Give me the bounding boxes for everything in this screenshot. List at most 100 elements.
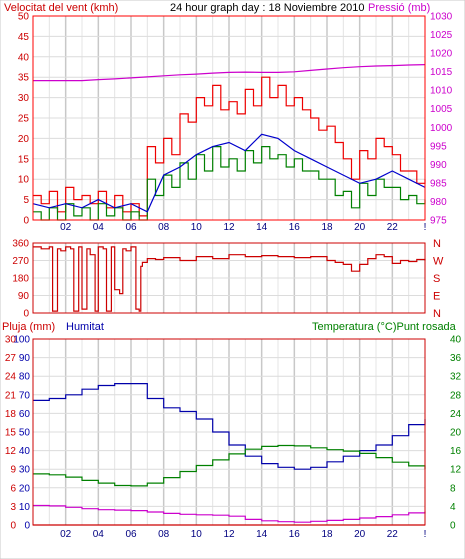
rain-axis-tick-label: 0 — [10, 521, 16, 532]
humidity-axis-tick-label: 100 — [13, 335, 30, 346]
direction-axis-tick-label: 90 — [18, 291, 30, 302]
climate-x-tick-label: ! — [424, 529, 427, 540]
wind-x-tick-label: 20 — [354, 222, 366, 233]
rain-axis-label: Pluja (mm) — [2, 321, 55, 333]
temperature-axis-tick-label: 36 — [450, 353, 462, 364]
climate-x-tick-label: 18 — [321, 529, 333, 540]
rain-axis-tick-label: 30 — [5, 335, 17, 346]
climate-x-tick-label: 12 — [223, 529, 235, 540]
compass-label: S — [433, 273, 440, 285]
wind-axis-tick-label: 5 — [23, 195, 29, 206]
wind-axis-tick-label: 15 — [18, 154, 30, 165]
humidity-axis-tick-label: 0 — [24, 521, 30, 532]
rain-axis-tick-label: 18 — [5, 409, 17, 420]
pressure-axis-tick-label: 1005 — [430, 104, 453, 115]
temperature-axis-label: Temperatura (°C)Punt rosada — [312, 321, 457, 333]
pressure-axis-tick-label: 990 — [430, 160, 447, 171]
direction-axis-tick-label: 360 — [12, 239, 29, 250]
chart-title: 24 hour graph day : 18 Noviembre 2010 — [170, 2, 364, 14]
wind-axis-tick-label: 40 — [18, 52, 30, 63]
wind-axis-tick-label: 30 — [18, 93, 30, 104]
wind-panel-gust-line — [33, 76, 426, 217]
temperature-axis-tick-label: 20 — [450, 428, 462, 439]
wind-x-tick-label: 04 — [93, 222, 105, 233]
humidity-axis-tick-label: 30 — [19, 465, 31, 476]
wind-x-tick-label: 02 — [60, 222, 72, 233]
humidity-axis-tick-label: 20 — [19, 483, 31, 494]
rain-axis-tick-label: 15 — [5, 428, 17, 439]
humidity-axis-tick-label: 70 — [19, 390, 31, 401]
wind-axis-tick-label: 25 — [18, 114, 30, 125]
wind-panel-wind-line — [33, 146, 426, 221]
wind-panel-avg-line — [32, 133, 426, 213]
wind-x-tick-label: 22 — [387, 222, 399, 233]
pressure-axis-tick-label: 975 — [430, 216, 447, 227]
humidity-axis-tick-label: 90 — [19, 353, 31, 364]
temperature-axis-tick-label: 24 — [450, 409, 462, 420]
wind-axis-tick-label: 35 — [18, 73, 30, 84]
wind-x-tick-label: 18 — [321, 222, 333, 233]
temperature-axis-tick-label: 0 — [450, 521, 456, 532]
wind-x-tick-label: 08 — [158, 222, 170, 233]
rain-axis-tick-label: 6 — [10, 483, 16, 494]
wind-axis-label: Velocitat del vent (kmh) — [4, 2, 118, 14]
pressure-axis-tick-label: 1010 — [430, 86, 453, 97]
climate-x-tick-label: 16 — [289, 529, 301, 540]
wind-panel-pressure-line — [33, 64, 426, 82]
direction-panel-direction-line — [33, 246, 426, 312]
rain-axis-tick-label: 9 — [10, 465, 16, 476]
climate-panel-frame — [32, 338, 426, 526]
pressure-axis-tick-label: 995 — [430, 141, 447, 152]
climate-x-tick-label: 02 — [60, 529, 72, 540]
wind-axis-tick-label: 50 — [18, 12, 30, 23]
pressure-axis-tick-label: 1000 — [430, 123, 453, 134]
temperature-axis-tick-label: 40 — [450, 335, 462, 346]
pressure-axis-tick-label: 980 — [430, 197, 447, 208]
rain-axis-tick-label: 12 — [5, 446, 17, 457]
climate-x-tick-label: 10 — [191, 529, 203, 540]
wind-x-tick-label: ! — [424, 222, 427, 233]
wind-axis-tick-label: 20 — [18, 134, 30, 145]
temperature-axis-tick-label: 16 — [450, 446, 462, 457]
wind-x-tick-label: 12 — [223, 222, 235, 233]
pressure-axis-tick-label: 1030 — [430, 12, 453, 23]
wind-axis-tick-label: 45 — [18, 32, 30, 43]
climate-panel-humidity-line — [33, 383, 426, 470]
humidity-axis-tick-label: 40 — [19, 446, 31, 457]
wind-x-tick-label: 16 — [289, 222, 301, 233]
climate-panel-temperature-line — [33, 444, 426, 487]
climate-x-tick-label: 22 — [387, 529, 399, 540]
climate-panel-dewpoint-line — [33, 504, 426, 523]
temperature-axis-tick-label: 28 — [450, 390, 462, 401]
wind-x-tick-label: 10 — [191, 222, 203, 233]
humidity-axis-tick-label: 80 — [19, 372, 31, 383]
pressure-axis-tick-label: 1025 — [430, 30, 453, 41]
climate-x-tick-label: 08 — [158, 529, 170, 540]
humidity-axis-label: Humitat — [66, 321, 104, 333]
temperature-axis-tick-label: 12 — [450, 465, 462, 476]
compass-label: N — [433, 238, 441, 250]
temperature-axis-tick-label: 32 — [450, 372, 462, 383]
rain-axis-tick-label: 21 — [5, 390, 17, 401]
wind-panel-frame — [32, 15, 426, 221]
wind-x-tick-label: 14 — [256, 222, 268, 233]
rain-axis-tick-label: 24 — [5, 372, 17, 383]
compass-label: W — [433, 256, 444, 268]
rain-axis-tick-label: 27 — [5, 353, 17, 364]
climate-x-tick-label: 04 — [93, 529, 105, 540]
direction-axis-tick-label: 0 — [23, 309, 29, 320]
climate-x-tick-label: 14 — [256, 529, 268, 540]
rain-axis-tick-label: 3 — [10, 502, 16, 513]
humidity-axis-tick-label: 50 — [19, 428, 31, 439]
temperature-axis-tick-label: 4 — [450, 502, 456, 513]
temperature-axis-tick-label: 8 — [450, 483, 456, 494]
direction-panel-frame — [32, 242, 426, 314]
direction-axis-tick-label: 180 — [12, 274, 29, 285]
compass-label: E — [433, 291, 440, 303]
wind-x-tick-label: 06 — [125, 222, 137, 233]
